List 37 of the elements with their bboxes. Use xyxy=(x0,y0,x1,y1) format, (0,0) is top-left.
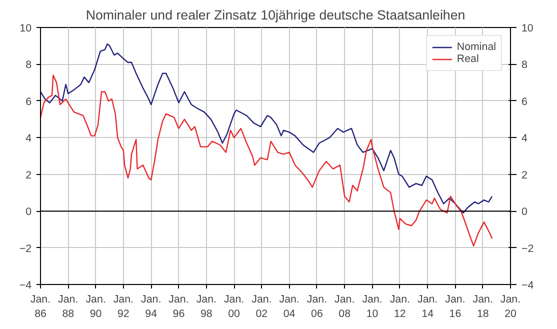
x-tick-label: Jan. 98 xyxy=(196,294,216,320)
y2-tick-label: −4 xyxy=(522,280,534,292)
x-tick-label: Jan. 88 xyxy=(58,294,78,320)
x-tick-label: Jan. 94 xyxy=(141,294,162,320)
y2-tick-label: 10 xyxy=(522,22,534,34)
y-tick-label: 2 xyxy=(26,169,32,182)
x-tick-label: Jan. 00 xyxy=(224,294,244,320)
x-tick-label: Jan. 92 xyxy=(113,294,134,320)
x-tick-label: Jan. 86 xyxy=(30,294,51,320)
chart-title: Nominaler und realer Zinsatz 10jährige deutsche Staatsanleihen xyxy=(86,8,466,22)
y-tick-label: −4 xyxy=(19,280,32,292)
x-tick-label: Jan. 08 xyxy=(334,294,355,320)
y2-tick-label: 0 xyxy=(522,206,528,218)
x-tick-label: Jan. 20 xyxy=(500,294,521,320)
y2-tick-label: −2 xyxy=(522,242,534,255)
y-tick-label: 4 xyxy=(26,132,32,145)
y2-tick-label: 4 xyxy=(522,132,528,145)
x-tick-label: Jan. 10 xyxy=(362,294,382,320)
x-tick-label: Jan. 18 xyxy=(472,294,493,320)
y-tick-label: 8 xyxy=(26,59,32,72)
y-tick-label: −2 xyxy=(19,242,32,255)
x-tick-label: Jan. 14 xyxy=(418,294,438,320)
x-tick-label: Jan. 96 xyxy=(168,294,189,320)
y2-tick-label: 2 xyxy=(522,169,528,182)
y-tick-label: 6 xyxy=(26,96,32,108)
y-tick-label: 0 xyxy=(26,206,32,218)
x-tick-label: Jan. 06 xyxy=(306,294,328,320)
y2-tick-label: 8 xyxy=(522,59,528,72)
legend-label: Nominal xyxy=(456,41,496,53)
x-tick-label: Jan. 16 xyxy=(445,294,466,320)
x-tick-label: Jan. 12 xyxy=(390,294,410,320)
x-tick-label: Jan. 04 xyxy=(279,294,300,320)
x-tick-label: Jan. 90 xyxy=(86,294,106,320)
legend-label: Real xyxy=(456,53,479,65)
y2-tick-label: 6 xyxy=(522,96,528,108)
y-tick-label: 10 xyxy=(20,22,32,34)
x-tick-label: Jan. 02 xyxy=(252,294,272,320)
